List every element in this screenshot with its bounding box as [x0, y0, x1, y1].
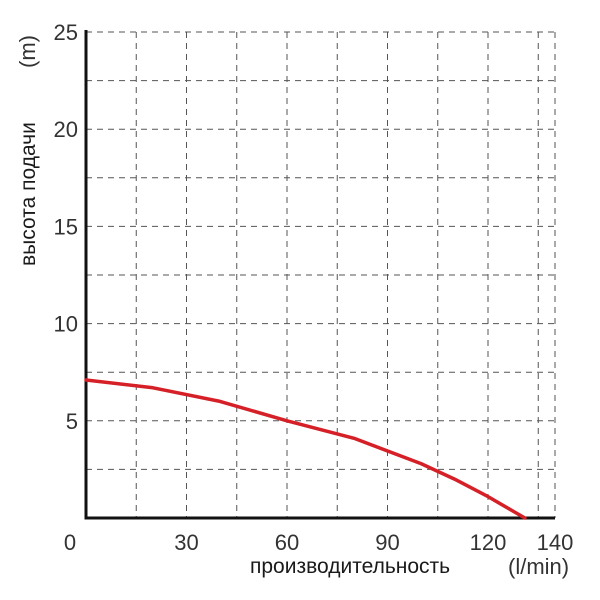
y-tick-label: 20	[54, 117, 78, 142]
x-tick-label: 140	[537, 530, 574, 555]
grid-lines	[86, 31, 556, 518]
y-tick-label: 25	[54, 20, 78, 45]
y-tick-label: 5	[66, 409, 78, 434]
series-group	[84, 378, 527, 520]
x-tick-label: 120	[470, 530, 507, 555]
y-axis-label: высота подачи	[17, 122, 40, 266]
y-tick-label: 15	[54, 214, 78, 239]
x-tick-label: 30	[174, 530, 198, 555]
axes	[84, 30, 555, 520]
x-tick-label: 0	[64, 530, 76, 555]
x-tick-label: 60	[275, 530, 299, 555]
x-tick-label: 90	[375, 530, 399, 555]
x-axis-label: производительность	[250, 555, 450, 578]
series-line	[84, 378, 527, 520]
tick-labels: 0 30 60 90 120 140 5 10 15 20 25	[54, 20, 574, 555]
y-axis-unit: (m)	[15, 35, 40, 68]
y-tick-label: 10	[54, 312, 78, 337]
x-axis-unit: (l/min)	[508, 554, 569, 579]
